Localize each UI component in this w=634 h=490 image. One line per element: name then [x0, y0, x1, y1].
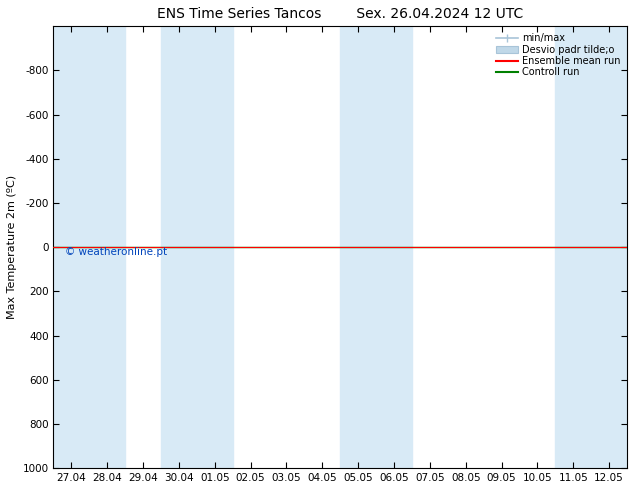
Y-axis label: Max Temperature 2m (ºC): Max Temperature 2m (ºC) — [7, 175, 17, 319]
Bar — [555, 26, 627, 468]
Bar — [340, 26, 412, 468]
Text: © weatheronline.pt: © weatheronline.pt — [65, 247, 167, 257]
Bar — [161, 26, 233, 468]
Legend: min/max, Desvio padr tilde;o, Ensemble mean run, Controll run: min/max, Desvio padr tilde;o, Ensemble m… — [495, 31, 622, 79]
Bar — [53, 26, 125, 468]
Title: ENS Time Series Tancos        Sex. 26.04.2024 12 UTC: ENS Time Series Tancos Sex. 26.04.2024 1… — [157, 7, 524, 21]
